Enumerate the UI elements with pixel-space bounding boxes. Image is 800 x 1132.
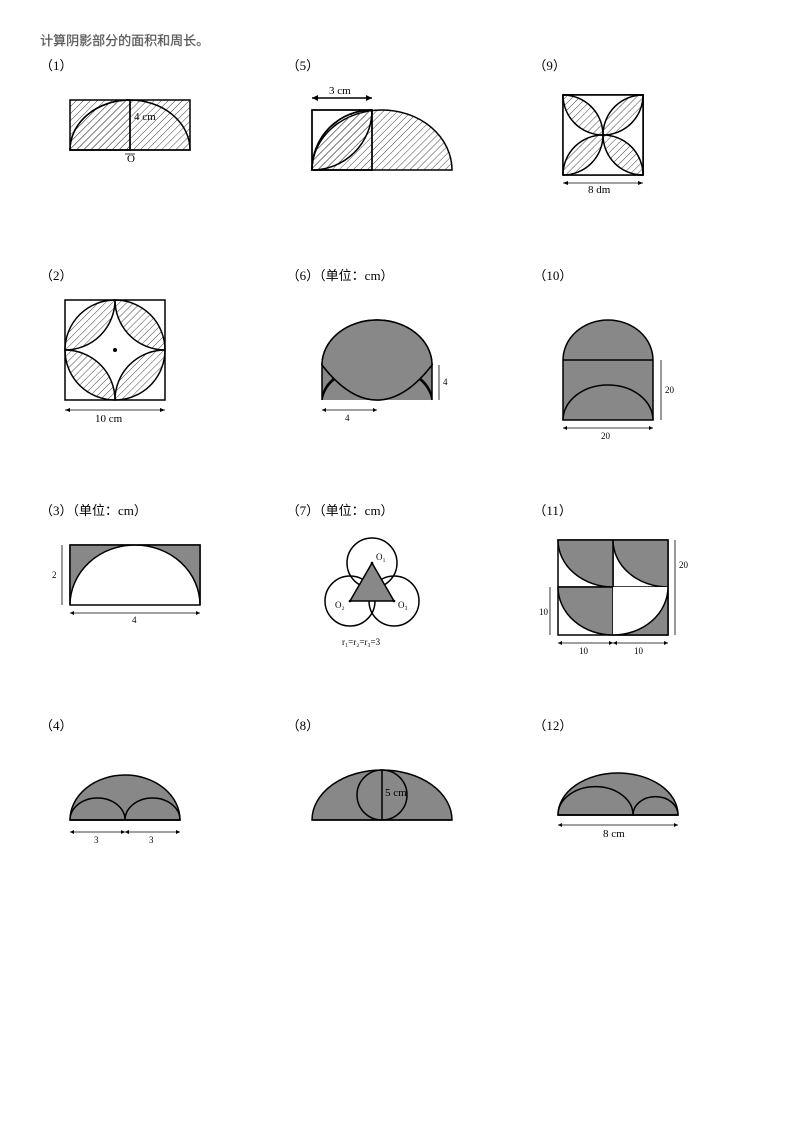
- svg-text:4 cm: 4 cm: [134, 111, 156, 123]
- problem-12: （12） 8 cm: [533, 715, 760, 875]
- problem-number: （5）: [287, 55, 514, 74]
- svg-text:4: 4: [345, 413, 350, 423]
- figure-6: 4 4: [287, 290, 457, 430]
- problem-number: （11）: [533, 500, 760, 519]
- problem-2: （2） 10 cm: [40, 265, 267, 450]
- figure-4: 3 3: [40, 740, 210, 860]
- svg-text:20: 20: [665, 385, 675, 395]
- problem-number: （7）（单位：cm）: [287, 500, 514, 519]
- problem-grid: （1） 4 cm O （5） 3 cm （9）: [40, 55, 760, 875]
- svg-text:4: 4: [443, 377, 448, 387]
- problem-11: （11） 20 10 10 10: [533, 500, 760, 665]
- svg-text:8 cm: 8 cm: [603, 828, 625, 840]
- svg-text:3 cm: 3 cm: [329, 85, 351, 97]
- problem-6: （6）（单位：cm） 4 4: [287, 265, 514, 450]
- svg-text:10: 10: [634, 646, 644, 656]
- figure-7: O₁ O₂ O₃ r₁=r₂=r₃=3: [287, 525, 457, 665]
- problem-number: （10）: [533, 265, 760, 284]
- svg-text:10: 10: [539, 607, 549, 617]
- svg-text:3: 3: [94, 835, 99, 845]
- figure-9: 8 dm: [533, 80, 673, 200]
- svg-text:O₃: O₃: [398, 600, 408, 610]
- svg-text:10: 10: [579, 646, 589, 656]
- figure-2: 10 cm: [40, 290, 190, 430]
- problem-3: （3）（单位：cm） 2 4: [40, 500, 267, 665]
- problem-number: （3）（单位：cm）: [40, 500, 267, 519]
- svg-text:10 cm: 10 cm: [95, 413, 123, 425]
- figure-8: 5 cm: [287, 740, 467, 840]
- svg-text:O: O: [127, 153, 135, 165]
- problem-number: （1）: [40, 55, 267, 74]
- svg-text:8 dm: 8 dm: [588, 184, 611, 196]
- svg-text:O₁: O₁: [376, 552, 386, 562]
- problem-number: （4）: [40, 715, 267, 734]
- problem-1: （1） 4 cm O: [40, 55, 267, 215]
- figure-1: 4 cm O: [40, 80, 210, 170]
- problem-7: （7）（单位：cm） O₁ O₂ O₃ r₁=r₂=r₃=3: [287, 500, 514, 665]
- svg-text:3: 3: [149, 835, 154, 845]
- problem-number: （12）: [533, 715, 760, 734]
- figure-11: 20 10 10 10: [533, 525, 713, 665]
- svg-text:r₁=r₂=r₃=3: r₁=r₂=r₃=3: [342, 637, 381, 647]
- svg-text:5 cm: 5 cm: [385, 787, 407, 799]
- svg-text:20: 20: [601, 431, 611, 441]
- figure-3: 2 4: [40, 525, 220, 625]
- figure-10: 20 20: [533, 290, 693, 450]
- svg-text:4: 4: [132, 615, 137, 625]
- problem-8: （8） 5 cm: [287, 715, 514, 875]
- problem-4: （4） 3 3: [40, 715, 267, 875]
- svg-text:20: 20: [679, 560, 689, 570]
- problem-9: （9） 8 dm: [533, 55, 760, 215]
- problem-10: （10） 20 20: [533, 265, 760, 450]
- problem-number: （2）: [40, 265, 267, 284]
- problem-number: （8）: [287, 715, 514, 734]
- figure-5: 3 cm: [287, 80, 477, 200]
- svg-text:O₂: O₂: [335, 600, 345, 610]
- problem-5: （5） 3 cm: [287, 55, 514, 215]
- page-title: 计算阴影部分的面积和周长。: [40, 30, 760, 49]
- figure-12: 8 cm: [533, 740, 703, 850]
- problem-number: （6）（单位：cm）: [287, 265, 514, 284]
- svg-text:2: 2: [52, 570, 57, 580]
- problem-number: （9）: [533, 55, 760, 74]
